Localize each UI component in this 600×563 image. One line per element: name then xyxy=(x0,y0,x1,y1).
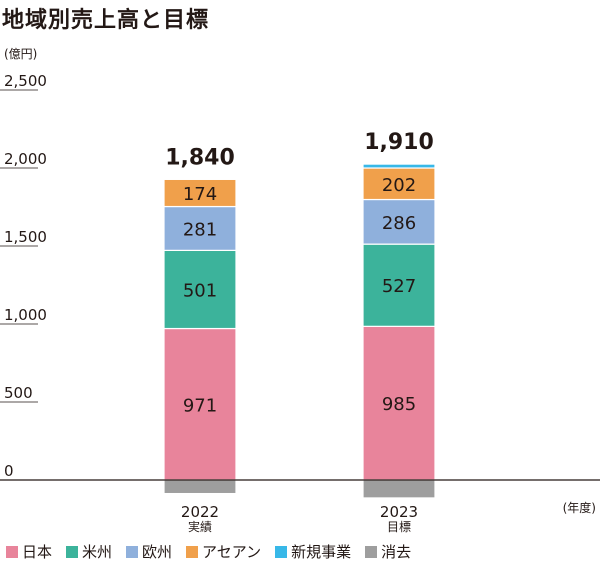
bar-segment xyxy=(362,479,436,499)
x-tick-sublabel: 実績 xyxy=(188,519,212,534)
legend-swatch xyxy=(126,545,139,558)
bar-value-label: 501 xyxy=(183,280,217,301)
legend-item: アセアン xyxy=(186,541,261,562)
bar-segment xyxy=(362,167,436,201)
legend-swatch xyxy=(365,545,378,558)
y-tick-label: 500 xyxy=(4,384,33,402)
bar-segment xyxy=(362,325,436,481)
x-tick-label: 2023 xyxy=(380,503,418,521)
legend-item: 消去 xyxy=(365,541,411,562)
legend-swatch xyxy=(6,545,18,558)
bar-total-label: 1,840 xyxy=(165,145,235,170)
legend-swatch xyxy=(275,545,288,558)
bar-value-label: 286 xyxy=(382,213,416,234)
x-tick-label: 2022 xyxy=(181,503,219,521)
bar-segment xyxy=(163,178,237,208)
chart-title: 地域別売上高と目標 xyxy=(2,8,210,33)
legend-label: 消去 xyxy=(381,543,412,561)
bar-segment xyxy=(163,205,237,251)
legend-item: 日本 xyxy=(6,541,52,562)
bar-segment xyxy=(163,249,237,330)
legend-swatch xyxy=(66,545,79,558)
legend-label: 欧州 xyxy=(142,543,173,561)
legend-label: 新規事業 xyxy=(291,543,352,561)
bar-value-label: 527 xyxy=(382,276,416,297)
legend-item: 新規事業 xyxy=(275,541,351,562)
legend-label: アセアン xyxy=(202,543,262,561)
y-tick-label: 1,000 xyxy=(4,306,47,324)
bar-value-label: 281 xyxy=(183,219,217,240)
bar-segment xyxy=(163,479,237,495)
x-axis-unit-label: (年度) xyxy=(563,500,596,515)
legend-item: 米州 xyxy=(66,541,112,562)
bar-segment xyxy=(163,327,237,481)
y-axis-unit-label: (億円) xyxy=(4,47,37,61)
bar-value-label: 202 xyxy=(382,175,416,196)
y-tick-label: 1,500 xyxy=(4,228,47,246)
bar-value-label: 971 xyxy=(183,395,217,416)
legend-swatch xyxy=(186,545,199,558)
y-tick-label: 0 xyxy=(4,462,14,480)
bar-value-label: 174 xyxy=(183,184,217,205)
y-tick-label: 2,500 xyxy=(4,72,47,90)
bar-value-label: 985 xyxy=(382,394,416,415)
legend-label: 米州 xyxy=(82,543,113,561)
legend-label: 日本 xyxy=(22,543,53,561)
y-tick-label: 2,000 xyxy=(4,150,47,168)
x-tick-sublabel: 目標 xyxy=(387,520,411,534)
legend-item: 欧州 xyxy=(126,541,172,562)
legend: 日本 米州 欧州 アセアン 新規事業 消去 xyxy=(6,541,411,562)
bar-total-label: 1,910 xyxy=(364,130,434,155)
bar-segment xyxy=(362,163,436,169)
